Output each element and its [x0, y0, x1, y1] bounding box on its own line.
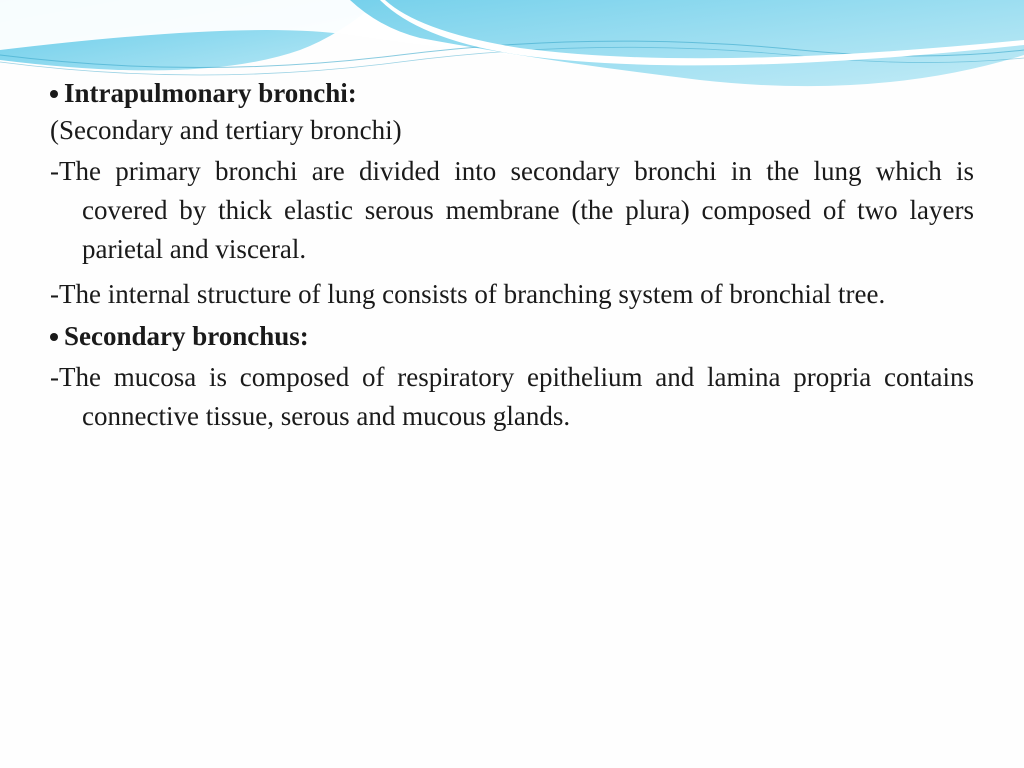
subtitle-text: (Secondary and tertiary bronchi) [50, 115, 974, 146]
bullet-icon [50, 333, 58, 341]
heading-intrapulmonary: Intrapulmonary bronchi: [50, 78, 974, 109]
heading-secondary: Secondary bronchus: [50, 321, 974, 352]
paragraph-2: -The internal structure of lung consists… [50, 275, 974, 314]
paragraph-1: -The primary bronchi are divided into se… [50, 152, 974, 269]
paragraph-3: -The mucosa is composed of respiratory e… [50, 358, 974, 436]
heading-text: Secondary bronchus: [64, 321, 309, 351]
heading-text: Intrapulmonary bronchi: [64, 78, 357, 108]
bullet-icon [50, 90, 58, 98]
slide-content: Intrapulmonary bronchi: (Secondary and t… [0, 0, 1024, 436]
